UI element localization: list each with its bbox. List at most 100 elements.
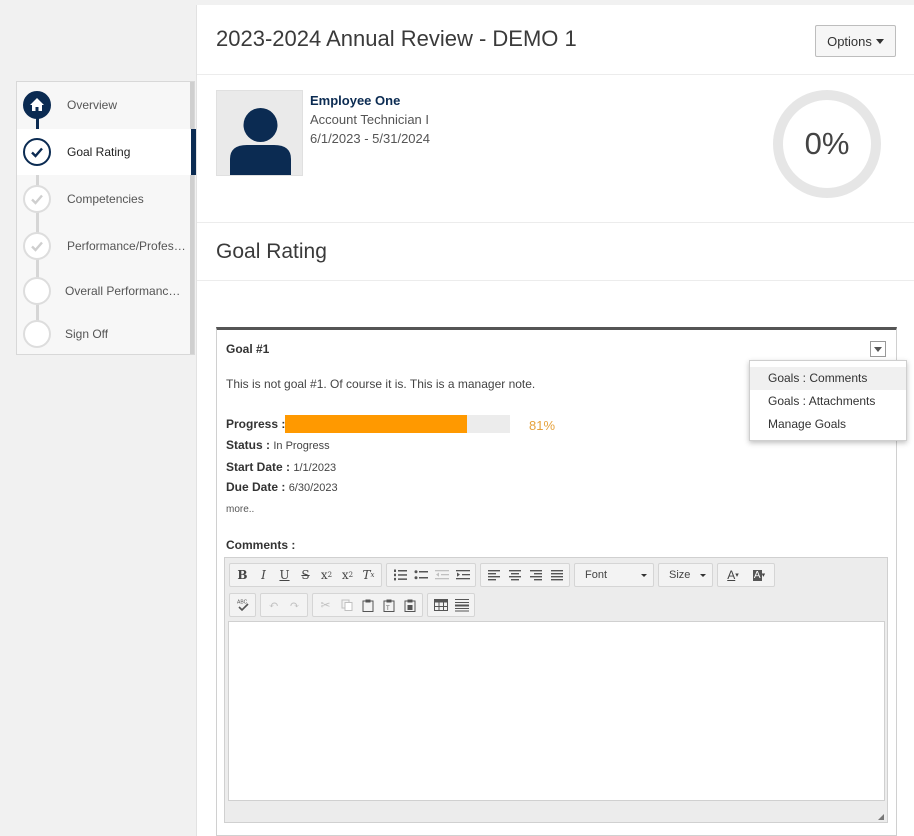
svg-text:T: T	[386, 606, 390, 612]
table-icon[interactable]	[430, 595, 451, 615]
comments-label: Comments :	[226, 538, 296, 552]
step-sign-off[interactable]: Sign Off	[17, 311, 191, 357]
caret-down-icon	[700, 573, 706, 577]
align-center-icon[interactable]	[504, 565, 525, 585]
size-select[interactable]: Size	[658, 563, 713, 587]
progress-bar	[285, 415, 510, 433]
menu-item-manage-goals[interactable]: Manage Goals	[768, 417, 847, 431]
employee-title: Account Technician I	[310, 112, 429, 127]
caret-down-icon	[641, 573, 647, 577]
options-label: Options	[827, 33, 872, 49]
completion-percent: 0%	[804, 126, 850, 161]
progress-fill	[285, 415, 468, 433]
editor-toolbar-row-2: ABC ↶ ↷ ✂ T	[229, 593, 475, 617]
resize-handle[interactable]	[878, 814, 884, 820]
align-right-icon[interactable]	[525, 565, 546, 585]
svg-text:ABC: ABC	[237, 600, 248, 606]
empty-step-circle	[23, 320, 51, 348]
step-label: Goal Rating	[67, 145, 131, 159]
text-color-icon[interactable]: A ▾	[727, 568, 739, 582]
caret-down-icon	[874, 346, 882, 352]
strikethrough-icon[interactable]: S	[301, 568, 310, 582]
toolbar-group-insert	[427, 593, 475, 617]
caret-down-icon	[875, 38, 884, 44]
undo-icon[interactable]: ↶	[268, 598, 279, 612]
font-select-label: Font	[585, 569, 608, 581]
bulleted-list-icon[interactable]	[410, 565, 431, 585]
horizontal-line-icon[interactable]	[451, 595, 472, 615]
background-color-icon[interactable]: A ▾	[752, 569, 766, 581]
step-label: Performance/Professional Development	[67, 239, 189, 253]
toolbar-group-spell: ABC	[229, 593, 256, 617]
check-icon	[23, 138, 51, 166]
progress-percent: 81%	[529, 418, 556, 433]
spellcheck-icon[interactable]: ABC	[232, 595, 253, 615]
redo-icon[interactable]: ↷	[289, 598, 300, 612]
options-button[interactable]: Options	[815, 25, 896, 57]
step-goal-rating[interactable]: Goal Rating	[17, 129, 196, 175]
due-date-label: Due Date :	[226, 480, 286, 494]
menu-item-goals-comments[interactable]: Goals : Comments	[750, 367, 906, 390]
review-period: 6/1/2023 - 5/31/2024	[310, 131, 430, 146]
stepper-rail-done	[36, 104, 39, 152]
step-overall-performance-rating[interactable]: Overall Performance Rating	[17, 268, 191, 314]
start-date-row: Start Date : 1/1/2023	[226, 460, 336, 474]
outdent-icon[interactable]	[431, 565, 452, 585]
employee-summary: Employee One Account Technician I 6/1/20…	[197, 75, 914, 223]
italic-icon[interactable]: I	[261, 568, 266, 582]
step-label: Competencies	[67, 192, 144, 206]
numbered-list-icon[interactable]	[389, 565, 410, 585]
step-overview[interactable]: Overview	[17, 82, 191, 128]
goal-menu-toggle[interactable]	[870, 341, 886, 357]
step-label: Sign Off	[65, 327, 109, 341]
goal-title: Goal #1	[226, 342, 270, 356]
bold-icon[interactable]: B	[237, 568, 248, 582]
step-performance-development[interactable]: Performance/Professional Development	[17, 223, 191, 269]
status-value: In Progress	[273, 440, 330, 452]
more-link[interactable]: more..	[226, 504, 255, 515]
align-left-icon[interactable]	[483, 565, 504, 585]
due-date-value: 6/30/2023	[288, 482, 338, 494]
status-label: Status :	[226, 438, 271, 452]
comments-text-area[interactable]	[228, 621, 885, 801]
toolbar-group-history: ↶ ↷	[260, 593, 308, 617]
step-competencies[interactable]: Competencies	[17, 176, 191, 222]
menu-item-goals-attachments[interactable]: Goals : Attachments	[768, 394, 876, 408]
due-date-row: Due Date : 6/30/2023	[226, 480, 338, 494]
paste-icon[interactable]	[357, 595, 378, 615]
section-header: Goal Rating	[197, 223, 914, 281]
stepper-scrollbar[interactable]	[190, 82, 194, 354]
page-title: 2023-2024 Annual Review - DEMO 1	[216, 26, 577, 51]
size-select-label: Size	[669, 569, 691, 581]
copy-icon[interactable]	[336, 595, 357, 615]
toolbar-group-lists	[386, 563, 476, 587]
indent-icon[interactable]	[452, 565, 473, 585]
review-stepper: Overview Goal Rating Competencies Perfor…	[16, 81, 196, 357]
underline-icon[interactable]: U	[279, 568, 290, 582]
cut-icon[interactable]: ✂	[320, 598, 331, 612]
manager-note: This is not goal #1. Of course it is. Th…	[226, 377, 536, 391]
font-select[interactable]: Font	[574, 563, 654, 587]
home-icon	[23, 91, 51, 119]
check-icon	[23, 232, 51, 260]
toolbar-group-clipboard: ✂ T	[312, 593, 423, 617]
step-label: Overview	[67, 98, 118, 112]
justify-icon[interactable]	[546, 565, 567, 585]
main-panel: 2023-2024 Annual Review - DEMO 1 Options…	[196, 5, 914, 836]
start-date-value: 1/1/2023	[293, 462, 337, 474]
empty-step-circle	[23, 277, 51, 305]
status-row: Status : In Progress	[226, 438, 330, 452]
paste-text-icon[interactable]: T	[378, 595, 399, 615]
paste-word-icon[interactable]	[399, 595, 420, 615]
toolbar-group-colors: A ▾ A ▾	[717, 563, 775, 587]
employee-name: Employee One	[310, 93, 401, 108]
step-label: Overall Performance Rating	[65, 284, 187, 298]
goal-card: Goal #1 Goals : Comments Goals : Attachm…	[216, 327, 907, 836]
completion-donut	[773, 90, 881, 198]
